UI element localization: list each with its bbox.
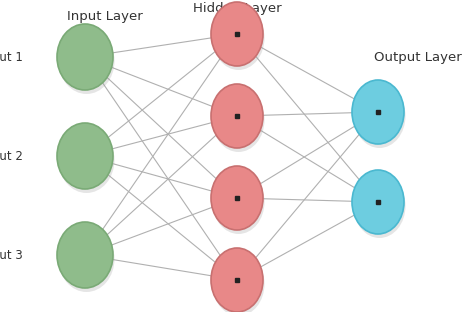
Ellipse shape: [57, 123, 113, 189]
Ellipse shape: [211, 248, 263, 312]
Ellipse shape: [212, 170, 264, 234]
Ellipse shape: [354, 84, 405, 148]
Text: Hidden Layer: Hidden Layer: [193, 2, 281, 14]
Ellipse shape: [212, 88, 264, 152]
Text: Input 3: Input 3: [0, 248, 23, 261]
Text: Input 1: Input 1: [0, 51, 23, 64]
Text: Input 2: Input 2: [0, 149, 23, 163]
Ellipse shape: [211, 166, 263, 230]
Ellipse shape: [212, 252, 264, 312]
Ellipse shape: [57, 24, 113, 90]
Ellipse shape: [58, 127, 115, 193]
Ellipse shape: [212, 6, 264, 70]
Text: Output Layer: Output Layer: [374, 51, 462, 64]
Ellipse shape: [57, 222, 113, 288]
Ellipse shape: [211, 84, 263, 148]
Ellipse shape: [354, 174, 405, 238]
Ellipse shape: [58, 28, 115, 94]
Ellipse shape: [352, 80, 404, 144]
Ellipse shape: [58, 226, 115, 292]
Text: Input Layer: Input Layer: [67, 9, 143, 22]
Ellipse shape: [211, 2, 263, 66]
Ellipse shape: [352, 170, 404, 234]
